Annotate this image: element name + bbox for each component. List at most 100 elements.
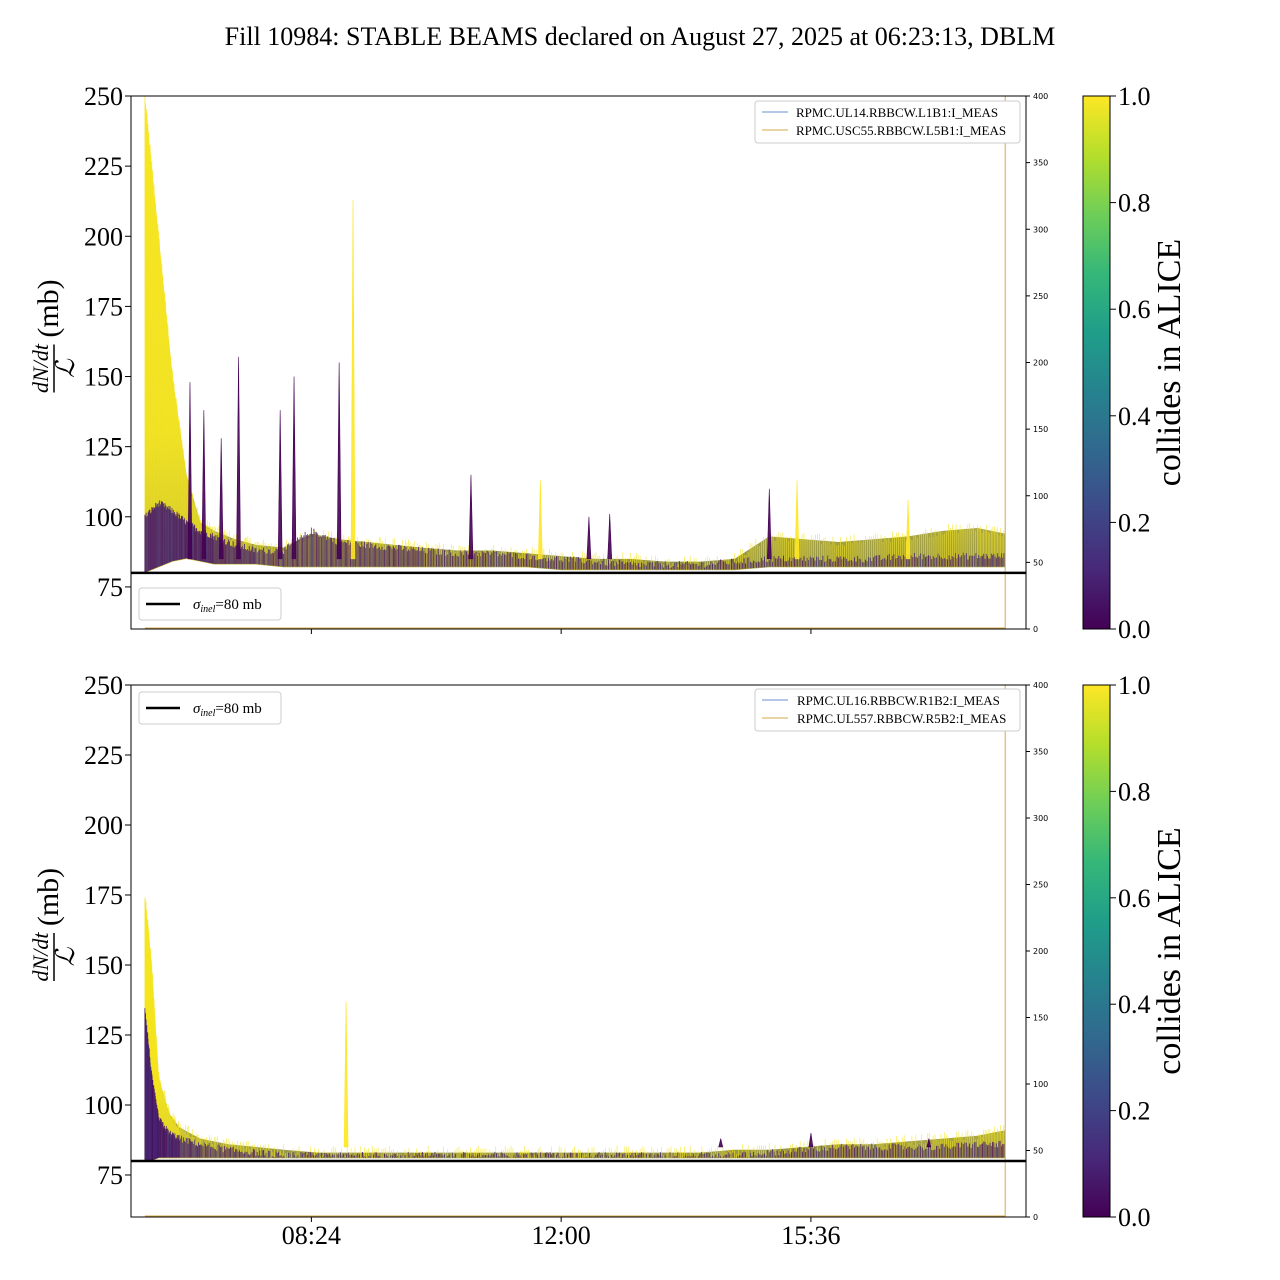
top-ref-sub: inel <box>200 604 215 615</box>
top-spike-5 <box>291 376 297 560</box>
top-legend-label-1: RPMC.UL14.RBBCW.L1B1:I_MEAS <box>796 105 998 120</box>
bot-ylabel-group: dN/dtℒ (mb) <box>28 868 80 982</box>
bottom-secondary-y-ticks: 0 50 100 150 200 250 300 350 400 <box>1026 681 1048 1222</box>
top-y-ticks: 75 100 125 150 175 200 225 250 <box>84 82 131 602</box>
top-ytick-label: 100 <box>84 503 123 532</box>
cbar-top-label: collides in ALICE <box>1151 239 1188 486</box>
top-plot-area <box>131 96 1026 629</box>
top-x-ticks <box>310 629 812 634</box>
top-ylabel-den: ℒ <box>51 358 80 378</box>
bottom-legend-label-2: RPMC.UL557.RBBCW.R5B2:I_MEAS <box>797 711 1006 726</box>
top-spike-0 <box>187 382 193 560</box>
top-y2tick-label: 300 <box>1033 225 1048 234</box>
top-spike-2 <box>218 438 224 560</box>
bot-xtick-label: 08:24 <box>282 1221 341 1250</box>
colorbar-top: 0.0 0.2 0.4 0.6 0.8 1.0 collides in ALICE <box>1082 82 1188 644</box>
bot-ref-sym: σ <box>193 701 201 717</box>
bot-ylabel-den: ℒ <box>51 946 80 966</box>
top-y2tick-label: 250 <box>1033 292 1048 301</box>
cbar-top-tick-label: 0.8 <box>1118 189 1151 218</box>
top-ylabel-num: dN/dt <box>28 343 53 393</box>
bot-y2tick-label: 350 <box>1033 748 1048 757</box>
bot-y2tick-label: 250 <box>1033 881 1048 890</box>
top-spike-1 <box>201 410 207 560</box>
bottom-y-ticks: 75 100 125 150 175 200 225 250 <box>84 671 131 1190</box>
bot-ytick-label: 225 <box>84 741 123 770</box>
bottom-legend-label-1: RPMC.UL16.RBBCW.R1B2:I_MEAS <box>797 693 1000 708</box>
bot-high-collide-band <box>144 895 1006 1161</box>
bot-ytick-label: 100 <box>84 1091 123 1120</box>
top-ytick-label: 125 <box>84 433 123 462</box>
panel-top: 75 100 125 150 175 200 225 250 0 50 100 150 200 250 3… <box>28 82 1048 634</box>
bottom-series-legend: RPMC.UL16.RBBCW.R1B2:I_MEAS RPMC.UL557.R… <box>754 688 1021 732</box>
cbar-top-tick-label: 0.2 <box>1118 508 1151 537</box>
top-y2tick-label: 50 <box>1033 558 1043 567</box>
top-y-axis-label: dN/dtℒ (mb) <box>28 279 80 393</box>
top-ylabel-group: dN/dtℒ (mb) <box>28 279 80 393</box>
top-spike-7 <box>350 199 356 560</box>
bottom-axes-frame <box>130 684 1027 1218</box>
top-legend-label-2: RPMC.USC55.RBBCW.L5B1:I_MEAS <box>796 123 1006 138</box>
bot-y2tick-label: 50 <box>1033 1147 1043 1156</box>
bot-spike-0 <box>343 1001 349 1148</box>
bot-ytick-label: 250 <box>84 671 123 700</box>
top-spikes <box>187 199 911 560</box>
bot-spike-2 <box>808 1132 814 1148</box>
top-y2tick-label: 350 <box>1033 159 1048 168</box>
top-spike-3 <box>236 356 241 560</box>
cbar-top-tick-label: 0.0 <box>1118 615 1151 644</box>
top-spike-6 <box>336 362 342 560</box>
bot-ref-rest: =80 mb <box>215 701 261 717</box>
top-y2tick-label: 200 <box>1033 359 1048 368</box>
figure-title: Fill 10984: STABLE BEAMS declared on Aug… <box>225 22 1056 51</box>
bot-y2tick-label: 300 <box>1033 814 1048 823</box>
top-low-collide-band <box>144 500 1005 573</box>
top-y2tick-label: 0 <box>1033 625 1038 634</box>
top-ylabel-unit: (mb) <box>32 279 65 337</box>
top-secondary-y-ticks: 0 50 100 150 200 250 300 350 400 <box>1026 92 1048 634</box>
cbar-bot-tick-label: 0.0 <box>1118 1203 1151 1232</box>
top-spike-12 <box>766 488 772 560</box>
bot-ytick-label: 75 <box>97 1161 123 1190</box>
bottom-reference-legend-box <box>138 691 282 725</box>
top-high-collide-band <box>144 96 1006 573</box>
bottom-x-ticks: 08:24 12:00 15:36 <box>282 1217 841 1250</box>
bot-ylabel-unit: (mb) <box>32 868 65 926</box>
bottom-y-axis-label: dN/dtℒ (mb) <box>28 868 80 982</box>
bottom-plot-area <box>131 685 1026 1217</box>
cbar-bot-tick-label: 0.6 <box>1118 884 1151 913</box>
bot-y2tick-label: 400 <box>1033 681 1048 690</box>
top-ytick-label: 175 <box>84 292 123 321</box>
bot-ytick-label: 175 <box>84 881 123 910</box>
bot-ref-sub: inel <box>200 708 215 719</box>
bot-ytick-label: 125 <box>84 1021 123 1050</box>
top-ref-sym: σ <box>193 597 201 613</box>
top-ytick-label: 250 <box>84 82 123 111</box>
cbar-bot-tick-label: 0.8 <box>1118 777 1151 806</box>
top-spike-8 <box>468 474 474 560</box>
top-spike-11 <box>607 513 613 560</box>
top-spike-4 <box>277 410 283 560</box>
bot-xtick-label: 15:36 <box>781 1221 840 1250</box>
top-series-legend: RPMC.UL14.RBBCW.L1B1:I_MEAS RPMC.USC55.R… <box>754 100 1021 144</box>
top-ytick-label: 200 <box>84 222 123 251</box>
bot-high-collide-noise <box>144 897 1005 1161</box>
cbar-bot-tick-label: 0.2 <box>1118 1097 1151 1126</box>
top-spike-9 <box>538 480 543 560</box>
cbar-bot-tick-label: 0.4 <box>1118 990 1151 1019</box>
cbar-top-tick-label: 0.4 <box>1118 402 1151 431</box>
panel-bottom: 75 100 125 150 175 200 225 250 0 50 100 150 200 250 3… <box>28 671 1048 1250</box>
cbar-bot-label: collides in ALICE <box>1151 827 1188 1074</box>
cbar-top-gradient <box>1082 95 1111 630</box>
top-ytick-label: 225 <box>84 152 123 181</box>
bottom-series-legend-box <box>754 688 1021 732</box>
bot-spike-3 <box>926 1138 932 1148</box>
cbar-top-tick-label: 0.6 <box>1118 295 1151 324</box>
top-spike-13 <box>794 480 800 560</box>
cbar-top-tick-label: 1.0 <box>1118 82 1151 111</box>
top-ref-rest: =80 mb <box>215 597 261 613</box>
bot-ylabel-num: dN/dt <box>28 932 53 982</box>
bot-ytick-label: 200 <box>84 811 123 840</box>
bot-ytick-label: 150 <box>84 951 123 980</box>
